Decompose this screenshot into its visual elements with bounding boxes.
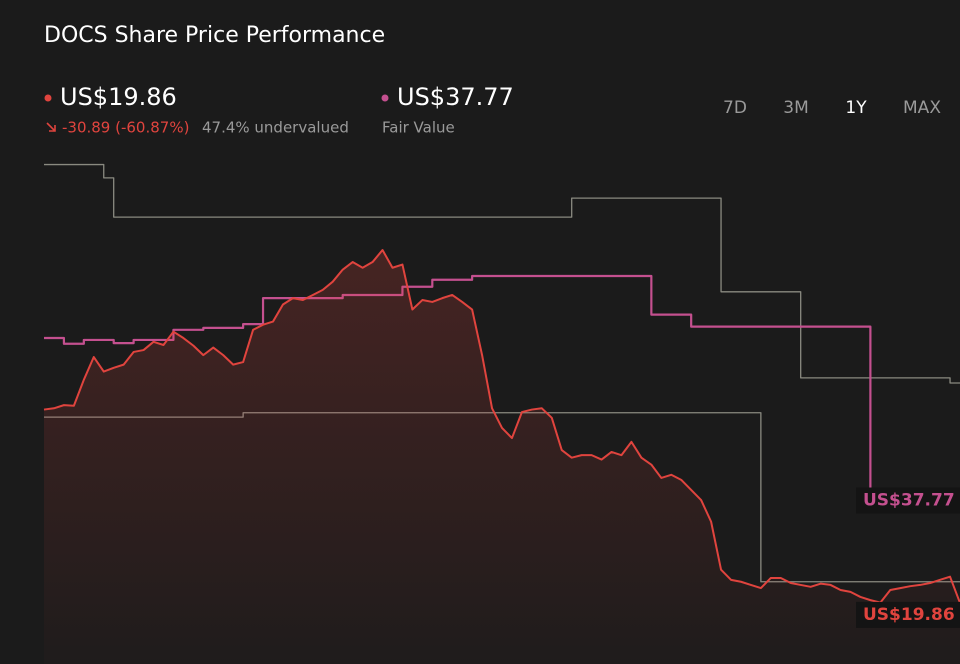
end-label-box — [856, 487, 960, 514]
fair-value: US$37.77 — [397, 83, 514, 111]
fair-value-dot — [381, 94, 389, 102]
price-dot — [44, 94, 52, 102]
end-label: US$19.86 — [863, 605, 955, 625]
plot — [43, 163, 960, 664]
step-line — [44, 163, 960, 384]
range-button[interactable]: 3M — [783, 98, 808, 118]
down-arrow — [46, 122, 56, 132]
price: US$19.86 — [60, 83, 177, 111]
range-button[interactable]: 7D — [723, 98, 747, 118]
price-change: -30.89 (-60.87%) — [62, 119, 189, 137]
range-selector: 7D 3M 1Y MAX — [723, 98, 941, 118]
end-labels: US$37.77 US$19.86 — [856, 487, 960, 628]
range-button[interactable]: MAX — [903, 98, 941, 118]
end-label-box — [856, 601, 960, 628]
end-label: US$37.77 — [863, 491, 955, 511]
fair-value-label: Fair Value — [382, 119, 455, 137]
price-line — [43, 249, 960, 604]
title: DOCS Share Price Performance — [44, 23, 385, 48]
valuation: 47.4% undervalued — [202, 119, 349, 137]
range-button[interactable]: 1Y — [845, 98, 867, 118]
price-area — [44, 250, 960, 664]
